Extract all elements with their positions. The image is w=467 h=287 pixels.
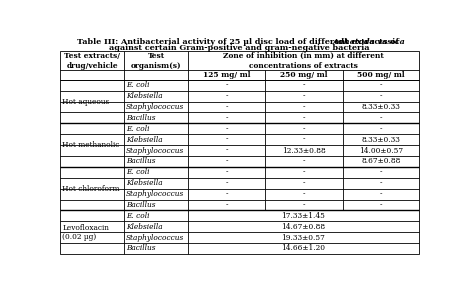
Text: Levofloxacin
(0.02 µg): Levofloxacin (0.02 µg): [62, 224, 109, 241]
Text: Staphylococcus: Staphylococcus: [126, 234, 184, 242]
Text: -: -: [225, 147, 228, 155]
Text: 8.67±0.88: 8.67±0.88: [361, 158, 401, 165]
Text: -: -: [225, 136, 228, 144]
Text: -: -: [225, 190, 228, 198]
Text: -: -: [303, 114, 305, 122]
Text: -: -: [303, 81, 305, 89]
Text: 500 mg/ ml: 500 mg/ ml: [357, 71, 404, 79]
Text: 14.66±1.20: 14.66±1.20: [281, 245, 325, 253]
Text: Bacillus: Bacillus: [126, 158, 156, 165]
Text: -: -: [225, 125, 228, 133]
Text: -: -: [380, 125, 382, 133]
Text: -: -: [225, 103, 228, 111]
Text: 8.33±0.33: 8.33±0.33: [361, 103, 400, 111]
Text: Hot chloroform: Hot chloroform: [62, 185, 120, 193]
Text: -: -: [225, 81, 228, 89]
Text: against certain Gram-positive and gram-negative bacteria: against certain Gram-positive and gram-n…: [109, 44, 369, 52]
Text: -: -: [303, 158, 305, 165]
Text: 14.67±0.88: 14.67±0.88: [281, 223, 325, 231]
Text: Staphylococcus: Staphylococcus: [126, 147, 184, 155]
Text: -: -: [303, 103, 305, 111]
Text: 8.33±0.33: 8.33±0.33: [361, 136, 400, 144]
Text: Staphylococcus: Staphylococcus: [126, 103, 184, 111]
Text: -: -: [380, 92, 382, 100]
Text: Hot methanolic: Hot methanolic: [62, 141, 120, 149]
Text: Staphylococcus: Staphylococcus: [126, 190, 184, 198]
Text: Bacillus: Bacillus: [126, 245, 156, 253]
Text: 14.00±0.57: 14.00±0.57: [359, 147, 403, 155]
Text: Klebsiella: Klebsiella: [126, 92, 163, 100]
Text: Klebsiella: Klebsiella: [126, 179, 163, 187]
Text: 250 mg/ ml: 250 mg/ ml: [280, 71, 328, 79]
Text: 17.33±1.45: 17.33±1.45: [281, 212, 325, 220]
Text: Table III: Antibacterial activity of 25 µl disc load of different extracts of: Table III: Antibacterial activity of 25 …: [77, 38, 401, 46]
Text: -: -: [380, 168, 382, 176]
Text: -: -: [225, 179, 228, 187]
Text: -: -: [225, 168, 228, 176]
Text: -: -: [303, 125, 305, 133]
Text: -: -: [380, 81, 382, 89]
Text: Bacillus: Bacillus: [126, 114, 156, 122]
Text: Zone of inhibition (in mm) at different
concentrations of extracts: Zone of inhibition (in mm) at different …: [223, 52, 384, 69]
Text: 125 mg/ ml: 125 mg/ ml: [203, 71, 250, 79]
Text: Test extracts/
drug/vehicle: Test extracts/ drug/vehicle: [64, 52, 120, 69]
Text: Hot aqueous: Hot aqueous: [62, 98, 109, 106]
Text: -: -: [225, 92, 228, 100]
Text: -: -: [303, 136, 305, 144]
Text: E. coli: E. coli: [126, 212, 149, 220]
Text: E. coli: E. coli: [126, 81, 149, 89]
Text: -: -: [303, 190, 305, 198]
Text: 19.33±0.57: 19.33±0.57: [281, 234, 325, 242]
Text: -: -: [303, 201, 305, 209]
Text: -: -: [380, 201, 382, 209]
Text: E. coli: E. coli: [126, 168, 149, 176]
Text: -: -: [303, 92, 305, 100]
Text: Klebsiella: Klebsiella: [126, 136, 163, 144]
Text: E. coli: E. coli: [126, 125, 149, 133]
Text: -: -: [225, 158, 228, 165]
Text: -: -: [380, 190, 382, 198]
Text: -: -: [380, 179, 382, 187]
Text: Test
organism(s): Test organism(s): [131, 52, 181, 69]
Text: -: -: [225, 201, 228, 209]
Text: -: -: [225, 114, 228, 122]
Text: Bacillus: Bacillus: [126, 201, 156, 209]
Text: -: -: [303, 179, 305, 187]
Text: -: -: [380, 114, 382, 122]
Text: Klebsiella: Klebsiella: [126, 223, 163, 231]
Text: 12.33±0.88: 12.33±0.88: [282, 147, 326, 155]
Text: Adhatoda vasica: Adhatoda vasica: [333, 38, 405, 46]
Text: -: -: [303, 168, 305, 176]
